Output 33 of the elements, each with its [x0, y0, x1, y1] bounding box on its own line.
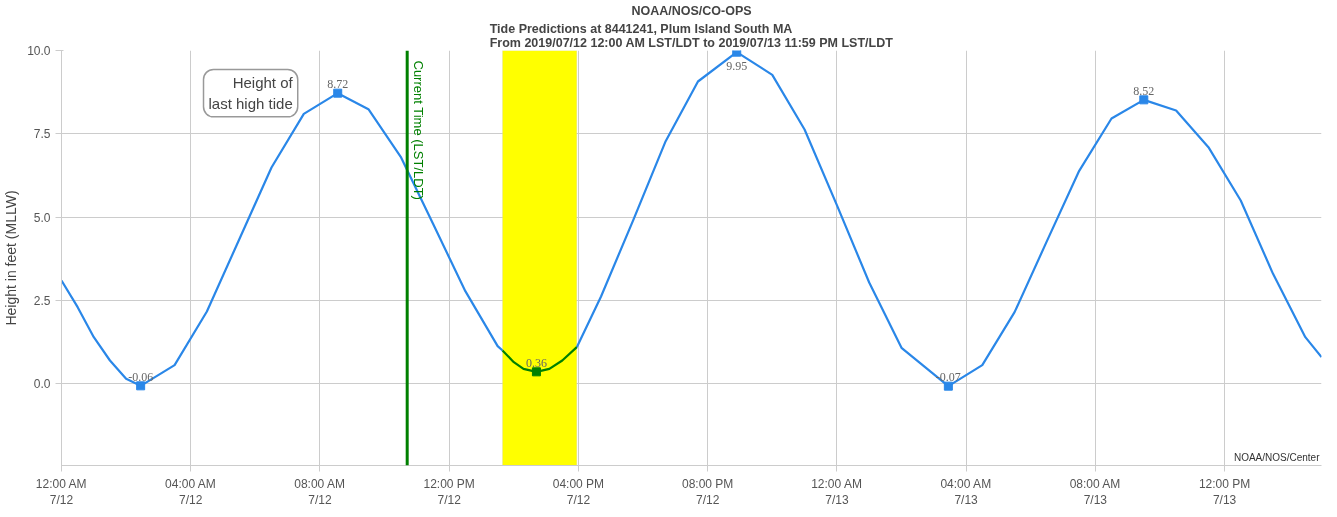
- x-tick-label: 08:00 PM 7/12: [681, 476, 734, 508]
- data-label: -0.06: [128, 369, 154, 384]
- point: [136, 381, 146, 391]
- y-tick-label: 5.0: [33, 210, 51, 225]
- x-tick-label: 12:00 AM 7/13: [811, 476, 862, 508]
- point: [531, 367, 541, 377]
- point: [1139, 95, 1149, 105]
- x-tick-label: 12:00 PM 7/12: [423, 476, 475, 508]
- point: [732, 50, 742, 57]
- annotation: NOAA/NOS/Center: [1233, 451, 1321, 463]
- ref-line-label: Current Time (LST/LDT): [411, 60, 427, 200]
- y-tick-label: 0.0: [33, 377, 51, 392]
- data-label: 0.36: [525, 355, 547, 370]
- data-label: -0.07: [935, 370, 961, 385]
- y-axis-title: Height in feet (MLLW): [3, 190, 20, 326]
- data-label: 8.52: [1133, 83, 1155, 98]
- data-label: 9.95: [726, 59, 748, 74]
- y-tick-label: 2.5: [33, 294, 51, 308]
- x-tick-label: 08:00 AM 7/12: [294, 476, 345, 508]
- x-tick-label: 04:00 AM 7/12: [165, 476, 216, 508]
- chart-subtitle: Tide Predictions at 8441241, Plum Island South MA From 2019/07/12 12:00 AM LST/LDT to 2019/07/13 11:59 PM LST/LDT: [489, 21, 894, 50]
- x-tick-label: 12:00 AM 7/12: [35, 476, 87, 508]
- chart-title: NOAA/NOS/CO-OPS: [631, 3, 752, 18]
- data-label: 8.72: [327, 77, 349, 92]
- x-tick-label: 04:00 AM 7/13: [940, 476, 992, 508]
- x-tick-label: 08:00 AM 7/13: [1069, 476, 1121, 508]
- y-tick-label: 10.0: [27, 44, 51, 58]
- x-tick-label: 12:00 PM 7/13: [1198, 476, 1251, 508]
- point: [943, 381, 953, 391]
- y-tick-label: 7.5: [33, 127, 51, 142]
- x-tick-label: 04:00 PM 7/12: [552, 476, 605, 508]
- annotation: Height of last high tide: [208, 74, 294, 112]
- point: [333, 88, 343, 98]
